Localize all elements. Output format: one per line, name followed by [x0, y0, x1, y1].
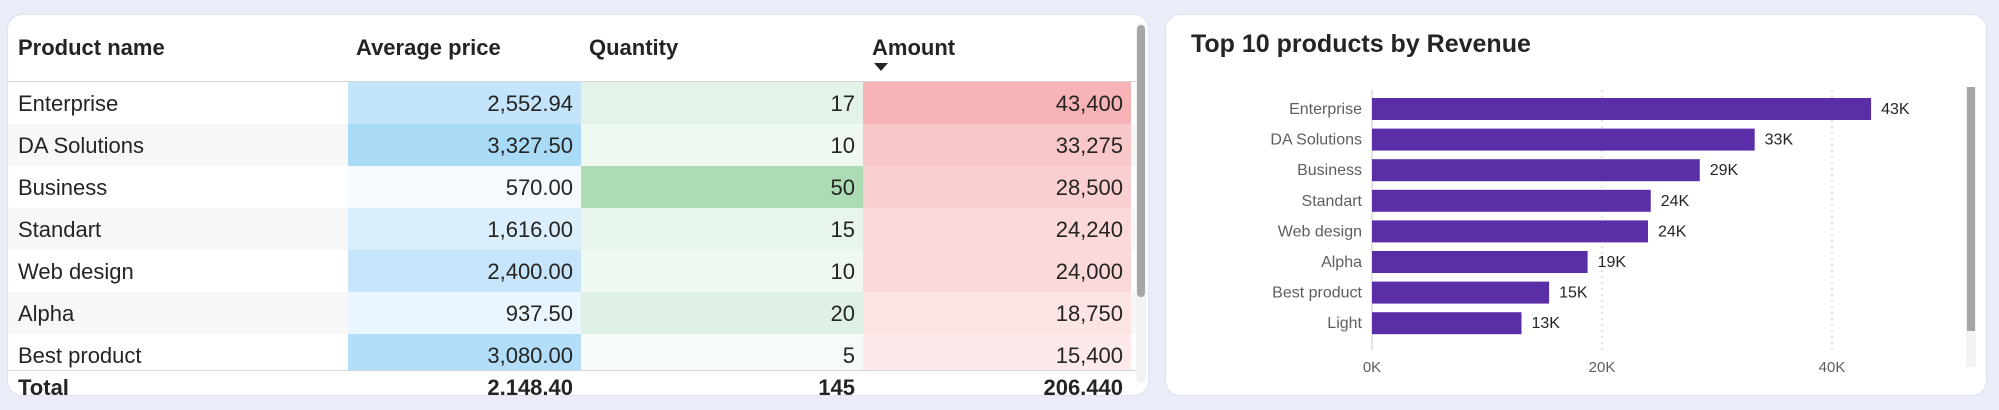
table-row[interactable]: Enterprise 2,552.94 17 43,400 — [8, 82, 1136, 124]
cell-product-name: Enterprise — [18, 91, 119, 116]
cell-average-price: 570.00 — [348, 166, 581, 208]
category-label: Business — [1297, 162, 1362, 179]
bar — [1372, 159, 1700, 182]
table-row[interactable]: Standart 1,616.00 15 24,240 — [8, 208, 1136, 250]
table-row[interactable]: DA Solutions 3,327.50 10 33,275 — [8, 124, 1136, 166]
cell-product-name: Alpha — [18, 301, 75, 326]
data-label: 13K — [1532, 315, 1561, 332]
cell-average-price: 937.50 — [348, 292, 581, 334]
cell-amount: 43,400 — [863, 82, 1131, 124]
cell-quantity: 17 — [581, 82, 863, 124]
bar — [1372, 251, 1588, 273]
column-header-amount[interactable]: Amount — [872, 35, 956, 60]
category-label: Standart — [1302, 193, 1363, 210]
category-label: Light — [1327, 315, 1362, 332]
category-label: Alpha — [1321, 254, 1362, 271]
column-header-quantity[interactable]: Quantity — [589, 35, 679, 60]
table-row[interactable]: Web design 2,400.00 10 24,000 — [8, 250, 1136, 292]
cell-product-name: Standart — [18, 217, 102, 242]
data-label: 24K — [1658, 223, 1687, 240]
category-label: DA Solutions — [1270, 132, 1362, 149]
total-label: Total — [18, 375, 69, 395]
table-scrollbar[interactable] — [1136, 23, 1146, 383]
cell-product-name: Web design — [18, 259, 134, 284]
category-label: Best product — [1272, 285, 1362, 302]
cell-quantity: 5 — [581, 334, 863, 370]
table-total-row: Total 2,148.40 145 206,440 — [8, 370, 1136, 395]
cell-amount: 28,500 — [863, 166, 1131, 208]
category-label: Enterprise — [1289, 101, 1362, 118]
cell-quantity: 10 — [581, 124, 863, 166]
data-label: 24K — [1661, 193, 1690, 210]
table-body[interactable]: Enterprise 2,552.94 17 43,400 DA Solutions 3,… — [8, 82, 1136, 370]
data-label: 19K — [1598, 254, 1627, 271]
cell-quantity: 10 — [581, 250, 863, 292]
bar — [1372, 98, 1872, 120]
product-table-visual: Product name Average price Quantity Amou… — [8, 15, 1148, 395]
total-amount: 206,440 — [1043, 375, 1123, 395]
chart-scrollbar[interactable] — [1966, 87, 1976, 367]
cell-amount: 33,275 — [863, 124, 1131, 166]
table-row[interactable]: Business 570.00 50 28,500 — [8, 166, 1136, 208]
cell-product-name: Best product — [18, 343, 142, 368]
bar — [1372, 128, 1755, 151]
bar-chart: 0K 20K 40K Enterprise 43K DA Solutions 33K Busi… — [1270, 90, 1910, 376]
cell-average-price: 3,327.50 — [348, 124, 581, 166]
data-label: 43K — [1881, 101, 1910, 118]
x-tick-label: 20K — [1589, 359, 1616, 376]
bar — [1372, 220, 1648, 243]
chart-title: Top 10 products by Revenue — [1191, 30, 1531, 58]
cell-average-price: 2,400.00 — [348, 250, 581, 292]
cell-amount: 18,750 — [863, 292, 1131, 334]
sort-descending-icon[interactable] — [874, 63, 888, 71]
total-quantity: 145 — [818, 375, 855, 395]
cell-product-name: Business — [18, 175, 108, 200]
x-tick-label: 0K — [1363, 359, 1381, 376]
data-label: 15K — [1559, 285, 1588, 302]
data-label: 33K — [1765, 132, 1794, 149]
table-row[interactable]: Alpha 937.50 20 18,750 — [8, 292, 1136, 334]
chart-scrollbar-thumb[interactable] — [1967, 87, 1975, 331]
bar — [1372, 281, 1550, 304]
cell-average-price: 2,552.94 — [348, 82, 581, 124]
cell-average-price: 1,616.00 — [348, 208, 581, 250]
cell-quantity: 15 — [581, 208, 863, 250]
revenue-chart-visual: Top 10 products by Revenue 0K 20K 40K Enter… — [1166, 15, 1986, 395]
cell-quantity: 50 — [581, 166, 863, 208]
cell-amount: 24,240 — [863, 208, 1131, 250]
cell-quantity: 20 — [581, 292, 863, 334]
table-header: Product name Average price Quantity Amou… — [8, 15, 1136, 82]
cell-amount: 15,400 — [863, 334, 1131, 370]
table-scrollbar-thumb[interactable] — [1137, 25, 1145, 297]
x-tick-label: 40K — [1819, 359, 1846, 376]
total-average-price: 2,148.40 — [487, 375, 573, 395]
column-header-product-name[interactable]: Product name — [18, 35, 165, 60]
category-label: Web design — [1278, 223, 1362, 240]
column-header-average-price[interactable]: Average price — [356, 35, 501, 60]
bar — [1372, 312, 1522, 335]
cell-average-price: 3,080.00 — [348, 334, 581, 370]
table-row[interactable]: Best product 3,080.00 5 15,400 — [8, 334, 1136, 370]
cell-amount: 24,000 — [863, 250, 1131, 292]
data-label: 29K — [1710, 162, 1739, 179]
cell-product-name: DA Solutions — [18, 133, 144, 158]
bar — [1372, 189, 1651, 212]
